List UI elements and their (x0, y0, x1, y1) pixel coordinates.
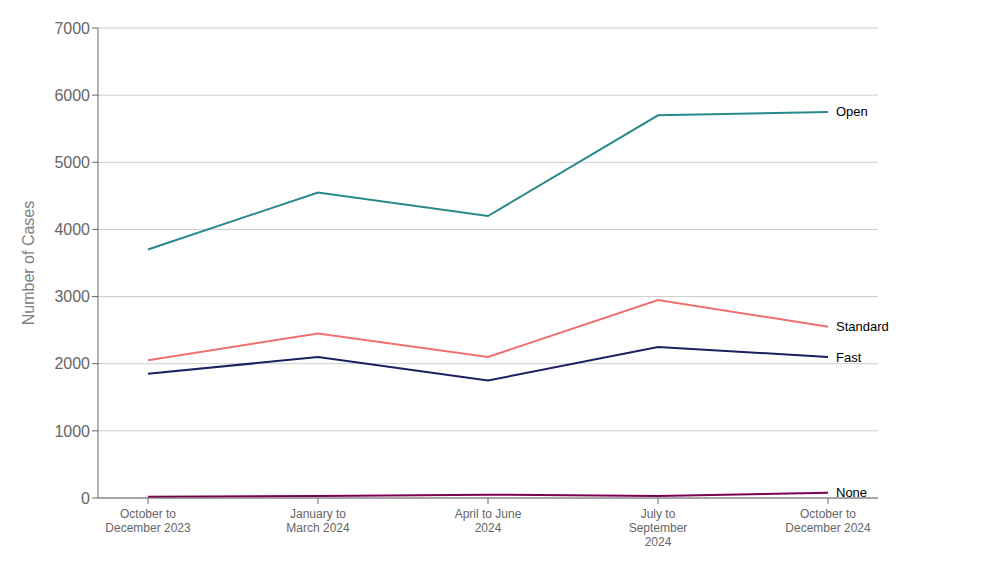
svg-text:January toMarch 2024: January toMarch 2024 (286, 507, 350, 535)
svg-text:2000: 2000 (54, 355, 90, 372)
svg-text:4000: 4000 (54, 221, 90, 238)
svg-text:1000: 1000 (54, 423, 90, 440)
svg-text:Open: Open (836, 104, 868, 119)
svg-text:None: None (836, 485, 867, 500)
svg-text:0: 0 (81, 490, 90, 507)
svg-text:7000: 7000 (54, 20, 90, 37)
svg-text:Fast: Fast (836, 350, 862, 365)
svg-text:October toDecember 2023: October toDecember 2023 (105, 507, 191, 535)
svg-text:6000: 6000 (54, 87, 90, 104)
svg-text:Number of Cases: Number of Cases (20, 201, 37, 326)
svg-text:Standard: Standard (836, 319, 889, 334)
svg-text:July toSeptember2024: July toSeptember2024 (629, 507, 688, 549)
svg-text:October toDecember 2024: October toDecember 2024 (785, 507, 871, 535)
svg-text:3000: 3000 (54, 288, 90, 305)
svg-text:April to June2024: April to June2024 (455, 507, 522, 535)
svg-text:5000: 5000 (54, 154, 90, 171)
